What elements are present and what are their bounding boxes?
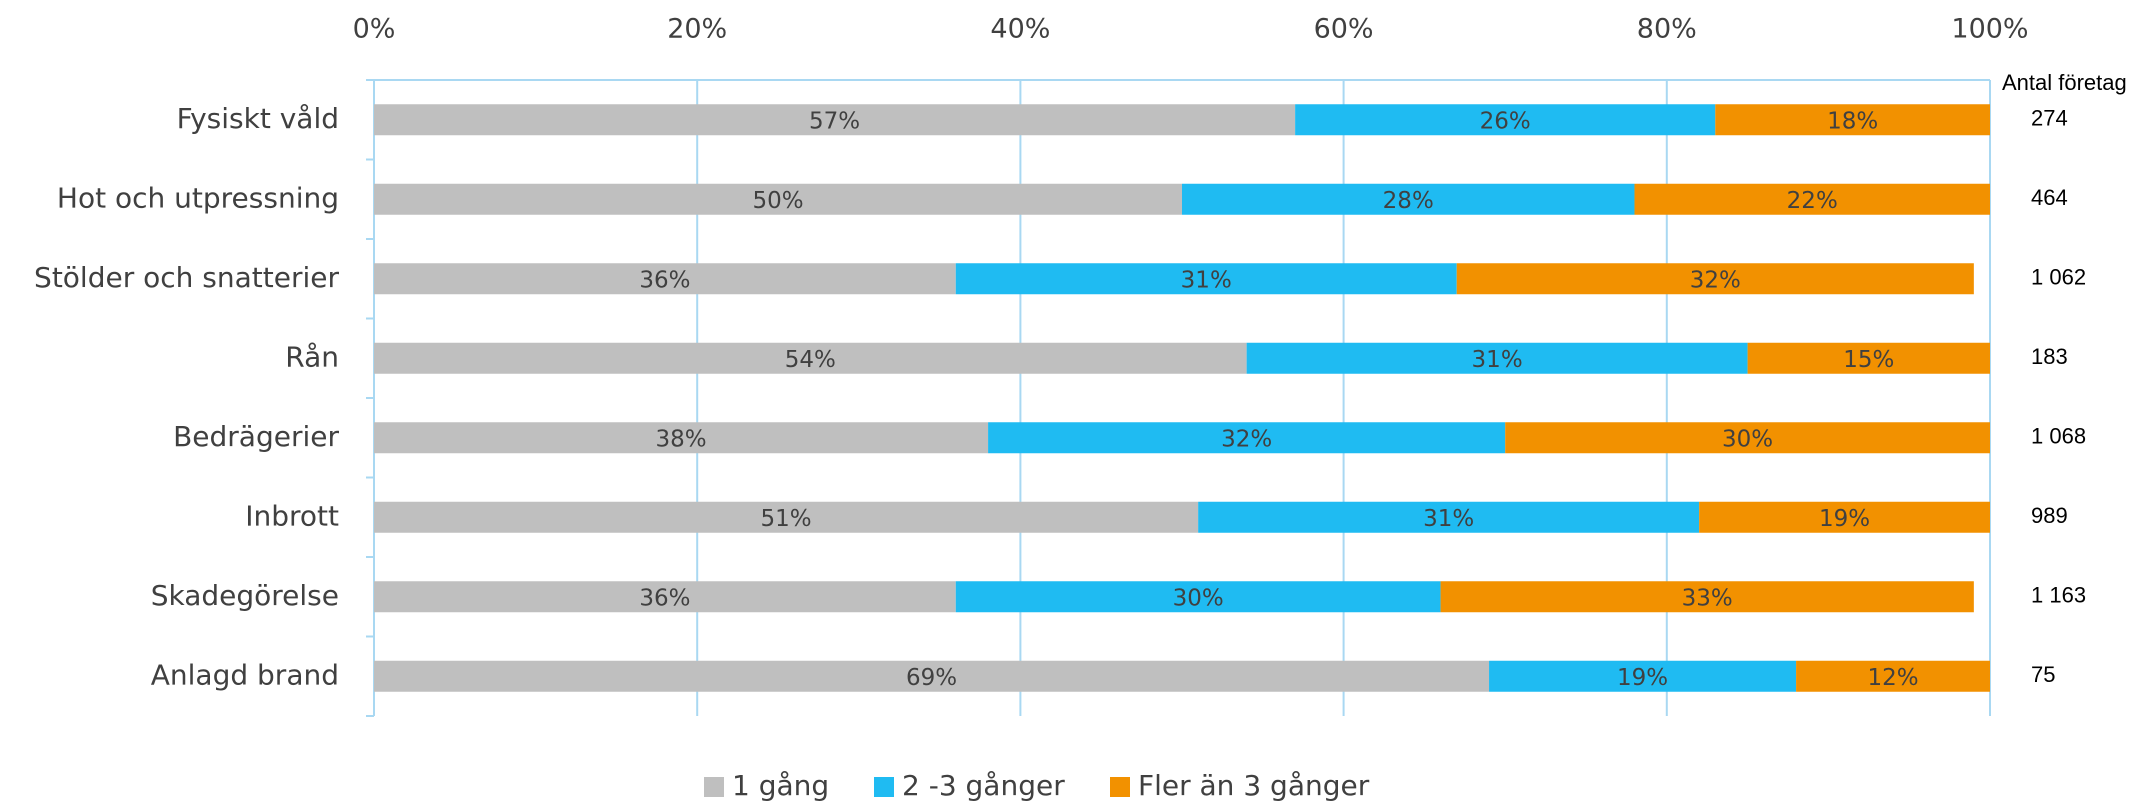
bar-segment	[988, 422, 1506, 454]
value-label: 12%	[1867, 665, 1918, 691]
bar-segment	[1182, 183, 1635, 215]
value-label: 38%	[655, 426, 706, 452]
value-label: 69%	[906, 665, 957, 691]
category-label: Fysiskt våld	[177, 102, 339, 135]
x-tick-label: 80%	[1637, 14, 1697, 45]
value-label: 18%	[1827, 108, 1878, 134]
value-label: 36%	[639, 267, 690, 293]
bar-segment	[1505, 422, 1990, 454]
value-label: 33%	[1682, 585, 1733, 611]
x-tick-label: 100%	[1951, 14, 2028, 45]
bar-segment	[1246, 342, 1748, 374]
value-label: 54%	[785, 347, 836, 373]
count-label: 1 068	[2031, 424, 2086, 449]
legend-label: 2 -3 gånger	[902, 769, 1065, 802]
x-tick-label: 40%	[990, 14, 1050, 45]
value-label: 22%	[1787, 188, 1838, 214]
value-label: 31%	[1181, 267, 1232, 293]
value-label: 50%	[752, 188, 803, 214]
value-label: 30%	[1173, 585, 1224, 611]
bar-segment	[1198, 501, 1700, 533]
count-label: 989	[2031, 503, 2068, 528]
bars	[374, 104, 1990, 692]
value-label: 15%	[1843, 347, 1894, 373]
bar-segment	[374, 422, 989, 454]
category-label: Stölder och snatterier	[34, 261, 339, 294]
bar-segment	[374, 501, 1199, 533]
value-label: 31%	[1472, 347, 1523, 373]
x-tick-label: 0%	[353, 14, 396, 45]
x-tick-label: 20%	[667, 14, 727, 45]
bar-segment	[374, 183, 1182, 215]
category-label: Inbrott	[245, 499, 339, 532]
count-label: 75	[2031, 662, 2055, 687]
bar-segment	[1489, 660, 1797, 692]
bar-segment	[955, 263, 1457, 295]
value-label: 19%	[1819, 506, 1870, 532]
category-label: Rån	[285, 340, 339, 373]
value-label: 28%	[1383, 188, 1434, 214]
value-label: 32%	[1221, 426, 1272, 452]
count-header: Antal företag	[2002, 70, 2127, 95]
value-label: 57%	[809, 108, 860, 134]
bar-segment	[955, 581, 1441, 613]
value-label: 19%	[1617, 665, 1668, 691]
legend-swatch	[874, 777, 894, 797]
legend-label: 1 gång	[732, 769, 829, 802]
legend-swatch	[704, 777, 724, 797]
bar-segment	[374, 581, 956, 613]
value-label: 26%	[1480, 108, 1531, 134]
count-label: 1 163	[2031, 583, 2086, 608]
legend-swatch	[1110, 777, 1130, 797]
bar-segment	[374, 104, 1296, 136]
category-label: Bedrägerier	[173, 420, 339, 453]
bar-segment	[1456, 263, 1974, 295]
count-label: 274	[2031, 106, 2068, 131]
category-label: Skadegörelse	[151, 579, 339, 612]
bar-segment	[1440, 581, 1974, 613]
bar-segment	[1715, 104, 1990, 136]
count-label: 183	[2031, 344, 2068, 369]
bar-segment	[1699, 501, 1990, 533]
bar-segment	[374, 263, 956, 295]
legend-label: Fler än 3 gånger	[1138, 769, 1370, 802]
count-label: 464	[2031, 185, 2068, 210]
bar-segment	[374, 660, 1490, 692]
bar-segment	[374, 342, 1247, 374]
grid	[366, 79, 1991, 717]
bar-segment	[1747, 342, 1990, 374]
value-label: 51%	[761, 506, 812, 532]
value-label: 36%	[639, 585, 690, 611]
value-label: 32%	[1690, 267, 1741, 293]
x-tick-label: 60%	[1314, 14, 1374, 45]
category-label: Hot och utpressning	[57, 181, 339, 214]
bar-segment	[1796, 660, 1990, 692]
count-label: 1 062	[2031, 265, 2086, 290]
value-label: 30%	[1722, 426, 1773, 452]
category-label: Anlagd brand	[151, 658, 339, 691]
value-label: 31%	[1423, 506, 1474, 532]
bar-segment	[1634, 183, 1990, 215]
bar-segment	[1295, 104, 1716, 136]
